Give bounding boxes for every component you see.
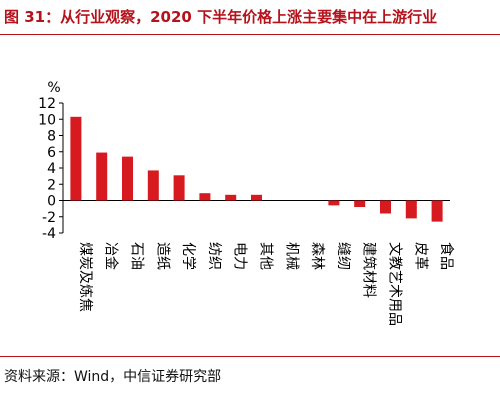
bar: [122, 156, 133, 201]
x-tick-label: 石油: [129, 242, 145, 270]
bar: [96, 152, 108, 201]
y-tick-label: 10: [38, 112, 56, 128]
y-tick-label: 2: [47, 177, 56, 193]
bars: [70, 116, 443, 222]
title-rule: [0, 34, 500, 35]
x-tick-label: 食品: [438, 242, 455, 270]
bar: [199, 193, 211, 201]
bar-chart: % -4-2024681012 煤炭及炼焦 冶金 石油 造纸 化学 纺织 电力 其他 机械 森林缝…: [38, 80, 455, 326]
y-tick-label: 6: [47, 145, 56, 161]
source-note: 资料来源：Wind，中信证券研究部: [4, 369, 222, 385]
bar: [405, 200, 417, 219]
figure-title: 图 31：从行业观察，2020 下半年价格上涨主要集中在上游行业: [4, 8, 438, 26]
y-tick-label: 0: [47, 194, 56, 210]
y-tick-label: 8: [47, 129, 56, 145]
x-tick-label: 建筑材料: [361, 242, 377, 298]
bar: [70, 116, 82, 201]
y-tick-label: -4: [42, 226, 56, 242]
x-tick-label: 文教艺术用品: [387, 242, 403, 326]
x-tick-label: 缝纫: [335, 242, 351, 270]
bar: [251, 194, 262, 201]
y-tick-label: 12: [38, 96, 56, 112]
x-tick-label: 电力: [232, 242, 248, 270]
y-tick-label: -2: [42, 210, 56, 226]
x-tick-label: 纺织: [206, 242, 222, 270]
x-tick-label: 化学: [180, 242, 196, 270]
y-unit-label: %: [47, 80, 60, 96]
bar: [147, 170, 159, 201]
bar: [328, 200, 340, 206]
x-tick-label: 皮革: [412, 242, 428, 270]
x-tick-label: 其他: [258, 242, 274, 270]
bar: [380, 200, 391, 214]
x-axis-labels: 煤炭及炼焦 冶金 石油 造纸 化学 纺织 电力 其他 机械 森林 缝纫 建筑材料 文教艺术用品 皮革 食品: [77, 242, 455, 326]
x-tick-label: 造纸: [154, 242, 170, 270]
bottom-rule: [0, 356, 500, 357]
x-tick-label: 煤炭及炼焦: [77, 242, 93, 312]
bar: [173, 175, 185, 201]
x-tick-label: 冶金: [103, 242, 119, 270]
x-tick-label: 机械: [283, 242, 299, 270]
bar: [354, 200, 366, 207]
bar: [431, 200, 443, 222]
x-tick-label: 森林: [309, 242, 325, 270]
y-tick-label: 4: [47, 161, 56, 177]
bar: [225, 194, 237, 201]
